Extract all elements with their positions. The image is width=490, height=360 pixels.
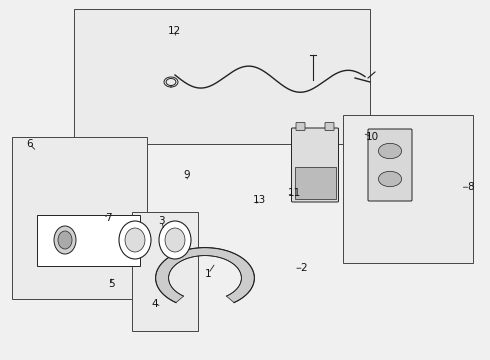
Text: 13: 13 bbox=[253, 195, 267, 205]
Text: 11: 11 bbox=[287, 188, 301, 198]
FancyBboxPatch shape bbox=[294, 167, 336, 199]
FancyBboxPatch shape bbox=[296, 122, 305, 130]
FancyBboxPatch shape bbox=[368, 129, 412, 201]
Text: 5: 5 bbox=[108, 279, 115, 289]
Text: 4: 4 bbox=[151, 299, 158, 309]
Text: 8: 8 bbox=[467, 182, 474, 192]
Text: 6: 6 bbox=[26, 139, 33, 149]
Text: 12: 12 bbox=[167, 26, 181, 36]
Text: 1: 1 bbox=[205, 269, 212, 279]
Text: 7: 7 bbox=[105, 213, 112, 223]
Ellipse shape bbox=[125, 228, 145, 252]
Ellipse shape bbox=[159, 221, 191, 259]
Ellipse shape bbox=[54, 226, 76, 254]
Bar bbox=[132, 212, 198, 331]
Ellipse shape bbox=[378, 143, 401, 159]
Text: 3: 3 bbox=[158, 216, 165, 226]
Bar bbox=[37, 215, 140, 266]
FancyBboxPatch shape bbox=[325, 122, 334, 130]
FancyBboxPatch shape bbox=[292, 128, 339, 202]
Ellipse shape bbox=[119, 221, 151, 259]
Text: 2: 2 bbox=[300, 263, 307, 273]
Text: 9: 9 bbox=[184, 170, 191, 180]
Text: 10: 10 bbox=[366, 132, 379, 142]
Bar bbox=[343, 115, 473, 263]
Ellipse shape bbox=[378, 171, 401, 187]
Ellipse shape bbox=[165, 228, 185, 252]
Bar bbox=[12, 137, 147, 299]
Polygon shape bbox=[156, 248, 254, 303]
Ellipse shape bbox=[58, 231, 72, 249]
Bar bbox=[74, 9, 370, 144]
